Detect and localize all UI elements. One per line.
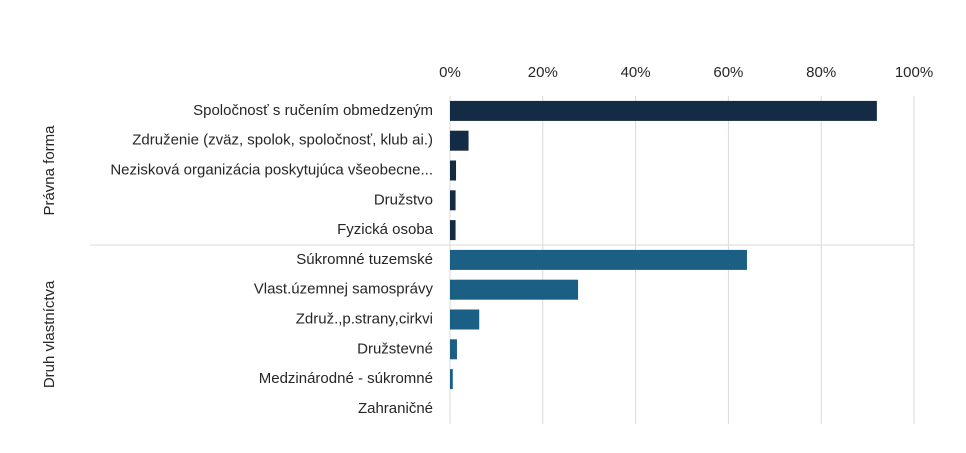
y-tick-label: Súkromné tuzemské: [296, 251, 433, 268]
x-tick-label: 20%: [528, 64, 558, 81]
y-tick-label: Družstvo: [374, 191, 433, 208]
bar: [450, 100, 877, 121]
y-tick-label: Družstevné: [357, 340, 433, 357]
y-tick-label: Združenie (zväz, spolok, spoločnosť, klu…: [132, 132, 433, 149]
x-tick-label: 80%: [806, 64, 836, 81]
x-tick-label: 0%: [439, 64, 461, 81]
x-tick-label: 60%: [713, 64, 743, 81]
y-tick-label: Nezisková organizácia poskytujúca všeobe…: [110, 161, 433, 178]
group-label: Druh vlastníctva: [41, 280, 58, 388]
bar: [450, 309, 480, 330]
bar: [450, 190, 456, 211]
bar: [450, 369, 453, 390]
bar: [450, 160, 457, 181]
bar: [450, 279, 579, 300]
bar: [450, 339, 457, 360]
y-tick-label: Zahraničné: [358, 400, 433, 417]
y-tick-label: Spoločnosť s ručením obmedzeným: [193, 102, 433, 119]
x-tick-label: 40%: [621, 64, 651, 81]
y-tick-label: Združ.,p.strany,cirkvi: [296, 310, 433, 327]
bar: [450, 130, 469, 151]
x-tick-label: 100%: [895, 64, 933, 81]
bar: [450, 220, 456, 241]
bar: [450, 249, 747, 270]
y-tick-label: Fyzická osoba: [337, 221, 434, 238]
group-label: Právna forma: [41, 125, 58, 216]
y-tick-label: Medzinárodné - súkromné: [259, 370, 433, 387]
y-tick-label: Vlast.územnej samosprávy: [254, 281, 434, 298]
